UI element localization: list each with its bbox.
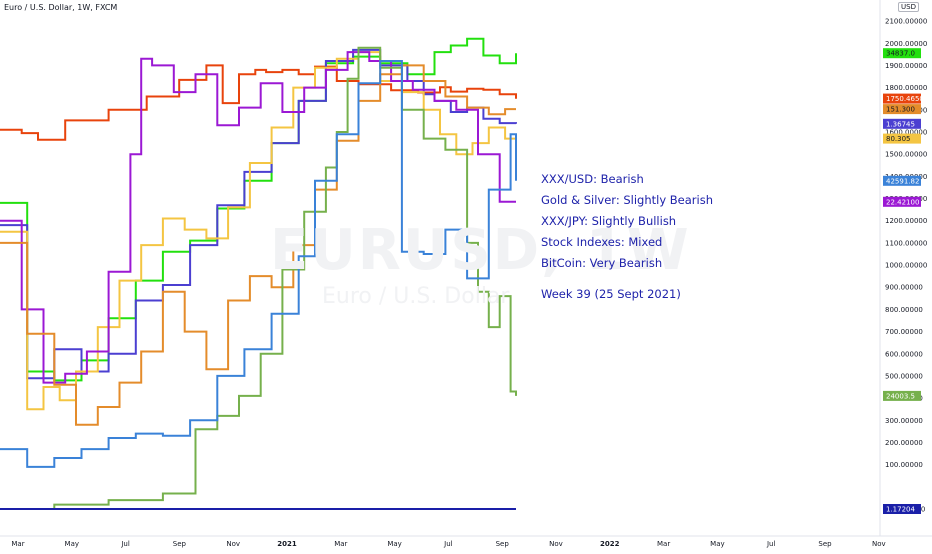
y-tick-label-20: 100.00000 (885, 461, 923, 469)
note-line-3: Stock Indexes: Mixed (541, 235, 663, 249)
price-tag-bg-0 (883, 93, 921, 104)
price-axis: 2100.00000 2000.00000 1900.00000 1800.00000… (885, 18, 927, 514)
price-tag-text-8: 1.17204 (886, 506, 915, 514)
price-tag-8: 1.17204 (883, 504, 921, 514)
x-tick-label-12: Mar (657, 540, 670, 548)
y-tick-label-9: 1200.00000 (885, 217, 927, 225)
y-tick-label-11: 1000.00000 (885, 262, 927, 270)
price-tags: 1750.46500 34837.0 1.36745 80.305 22.42100 15… (883, 48, 928, 514)
price-tag-0: 1750.46500 (883, 93, 928, 104)
note-line-0: XXX/USD: Bearish (541, 172, 644, 186)
y-tick-label-0: 2100.00000 (885, 18, 927, 26)
price-tag-2: 1.36745 (883, 118, 921, 129)
x-tick-label-15: Sep (818, 540, 832, 548)
y-tick-label-16: 500.00000 (885, 372, 923, 380)
y-tick-label-19: 200.00000 (885, 439, 923, 447)
y-tick-label-3: 1800.00000 (885, 84, 927, 92)
chart-title: Euro / U.S. Dollar, 1W, FXCM (4, 3, 118, 12)
x-tick-label-2: Jul (120, 540, 130, 548)
x-tick-label-5: 2021 (277, 540, 297, 548)
note-line-4: BitCoin: Very Bearish (541, 256, 663, 270)
x-tick-label-3: Sep (173, 540, 187, 548)
time-axis: Mar May Jul Sep Nov 2021 Mar May Jul Sep Nov 2022 Ma… (11, 540, 885, 548)
x-tick-label-6: Mar (334, 540, 347, 548)
week-label: Week 39 (25 Sept 2021) (541, 287, 681, 301)
price-tag-text-4: 22.42100 (886, 198, 919, 206)
price-tag-text-7: 42591.82 (886, 177, 919, 185)
x-tick-label-11: 2022 (600, 540, 620, 548)
price-tag-text-2: 1.36745 (886, 120, 915, 128)
series-line-7 (0, 60, 517, 468)
y-tick-label-18: 300.00000 (885, 417, 923, 425)
price-tag-text-1: 34837.0 (886, 50, 915, 58)
price-tag-text-5: 151.300 (886, 106, 915, 114)
price-tag-6: 24003.5 (883, 390, 921, 401)
series-line-5 (0, 64, 516, 426)
y-tick-label-10: 1100.00000 (885, 239, 927, 247)
x-tick-label-0: Mar (11, 540, 24, 548)
series-line-1 (0, 37, 517, 382)
y-tick-label-6: 1500.00000 (885, 151, 927, 159)
price-tag-bg-5 (883, 104, 921, 115)
price-tag-5: 151.300 (883, 104, 921, 115)
analysis-notes: XXX/USD: Bearish Gold & Silver: Slightly… (541, 169, 713, 305)
y-tick-label-14: 700.00000 (885, 328, 923, 336)
y-tick-label-13: 800.00000 (885, 306, 923, 314)
series-line-0 (0, 64, 517, 141)
y-tick-label-2: 1900.00000 (885, 62, 927, 70)
price-tag-bg-2 (883, 118, 921, 129)
series-line-6 (0, 46, 517, 510)
watermark-description: Euro / U.S. Dollar (322, 284, 510, 309)
price-tag-3: 80.305 (883, 133, 921, 144)
x-tick-label-9: Sep (496, 540, 510, 548)
watermark-symbol: EURUSD, 1W (270, 218, 691, 283)
price-tag-bg-3 (883, 133, 921, 144)
x-tick-label-8: Jul (443, 540, 453, 548)
price-tag-text-6: 24003.5 (886, 392, 915, 400)
y-tick-label-12: 900.00000 (885, 284, 923, 292)
series-line-2 (0, 48, 517, 380)
series-line-4 (0, 51, 516, 384)
price-tag-bg-4 (883, 196, 921, 207)
price-tag-text-3: 80.305 (886, 135, 911, 143)
note-line-2: XXX/JPY: Slightly Bullish (541, 214, 677, 228)
x-tick-label-13: May (710, 540, 724, 548)
x-tick-label-1: May (65, 540, 79, 548)
price-tag-4: 22.42100 (883, 196, 921, 207)
x-tick-label-7: May (387, 540, 401, 548)
x-tick-label-4: Nov (226, 540, 240, 548)
y-tick-label-15: 600.00000 (885, 350, 923, 358)
currency-badge[interactable]: USD (898, 2, 919, 12)
price-tag-7: 42591.82 (883, 175, 921, 186)
price-tag-bg-8 (883, 504, 921, 514)
x-tick-label-14: Jul (766, 540, 776, 548)
price-tag-bg-7 (883, 175, 921, 186)
price-tag-1: 34837.0 (883, 48, 921, 59)
x-tick-label-10: Nov (549, 540, 563, 548)
price-tag-bg-1 (883, 48, 921, 59)
price-tag-text-0: 1750.46500 (886, 95, 928, 103)
series-layer (0, 37, 517, 510)
price-tag-bg-6 (883, 390, 921, 401)
note-line-1: Gold & Silver: Slightly Bearish (541, 193, 714, 207)
y-tick-label-1: 2000.00000 (885, 40, 927, 48)
x-tick-label-16: Nov (872, 540, 886, 548)
y-tick-label-5: 1600.00000 (885, 129, 927, 137)
